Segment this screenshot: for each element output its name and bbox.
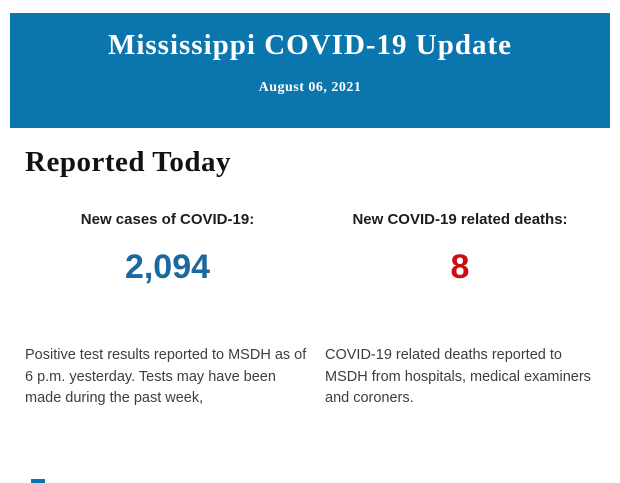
main-content: Reported Today New cases of COVID-19: 2,… xyxy=(0,146,620,410)
next-section-peek xyxy=(31,479,45,483)
stat-value: 8 xyxy=(450,248,470,287)
stat-description: COVID-19 related deaths reported to MSDH… xyxy=(325,347,591,407)
stat-label: New COVID-19 related deaths: xyxy=(352,211,568,229)
stat-value: 2,094 xyxy=(124,248,211,287)
newsletter-title: Mississippi COVID-19 Update xyxy=(107,29,513,61)
newsletter-date: August 06, 2021 xyxy=(258,80,362,95)
section-heading: Reported Today xyxy=(25,146,232,178)
header-banner: Mississippi COVID-19 Update August 06, 2… xyxy=(10,13,610,128)
stat-description: Positive test results reported to MSDH a… xyxy=(25,347,307,407)
stat-label: New cases of COVID-19: xyxy=(80,211,255,229)
stats-row: New cases of COVID-19: 2,094 Positive te… xyxy=(25,211,595,410)
stat-new-deaths: New COVID-19 related deaths: 8 COVID-19 … xyxy=(310,211,595,410)
stat-new-cases: New cases of COVID-19: 2,094 Positive te… xyxy=(25,211,310,410)
